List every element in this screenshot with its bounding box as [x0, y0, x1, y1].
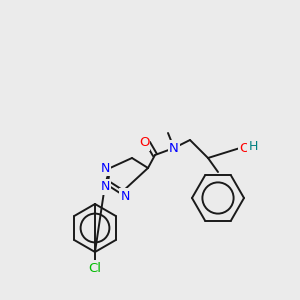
Text: O: O [239, 142, 249, 154]
Text: N: N [120, 190, 130, 202]
Text: N: N [169, 142, 179, 154]
Text: H: H [248, 140, 258, 154]
Text: N: N [100, 161, 110, 175]
Text: O: O [139, 136, 149, 149]
Text: N: N [100, 181, 110, 194]
Text: Cl: Cl [88, 262, 101, 275]
